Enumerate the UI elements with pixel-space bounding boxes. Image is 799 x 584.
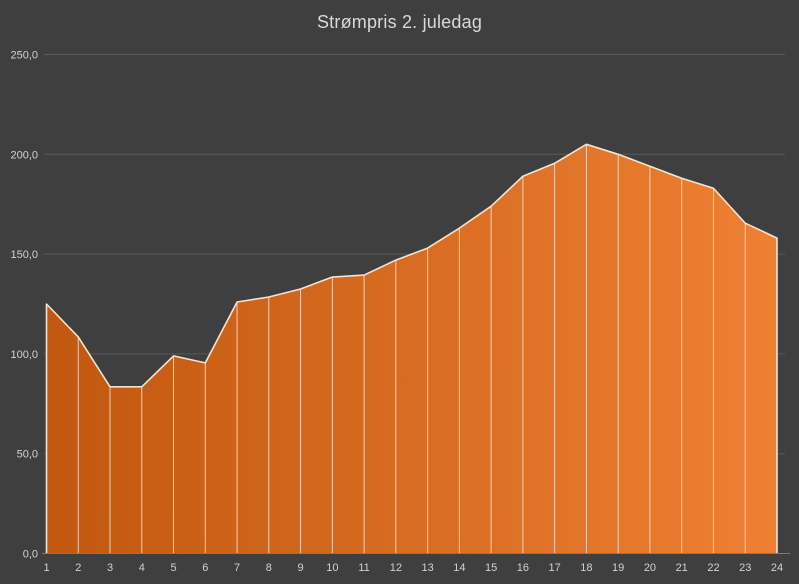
x-tick-label-11: 11 [358, 562, 369, 574]
y-tick-label-2: 100,0 [10, 349, 38, 361]
y-tick-label-5: 250,0 [10, 50, 38, 62]
x-tick-label-15: 15 [485, 562, 497, 574]
x-tick-label-18: 18 [580, 562, 592, 574]
y-tick-label-0: 0,0 [23, 549, 38, 561]
x-tick-label-1: 1 [43, 562, 49, 574]
x-tick-label-10: 10 [326, 562, 338, 574]
x-tick-label-6: 6 [202, 562, 208, 574]
area-series-outline [45, 143, 778, 554]
y-tick-label-4: 200,0 [10, 149, 38, 161]
y-tick-label-3: 150,0 [10, 249, 38, 261]
y-tick-label-1: 50,0 [17, 449, 38, 461]
x-tick-label-5: 5 [170, 562, 176, 574]
x-tick-label-14: 14 [453, 562, 465, 574]
x-tick-label-8: 8 [266, 562, 272, 574]
x-tick-label-21: 21 [676, 562, 688, 574]
x-tick-label-9: 9 [298, 562, 304, 574]
x-tick-label-13: 13 [421, 562, 433, 574]
x-tick-label-24: 24 [771, 562, 783, 574]
chart-title: Strømpris 2. juledag [316, 12, 483, 32]
x-tick-label-7: 7 [234, 562, 240, 574]
x-tick-label-22: 22 [707, 562, 719, 574]
x-tick-label-4: 4 [139, 562, 145, 574]
x-tick-label-16: 16 [517, 562, 529, 574]
x-tick-label-20: 20 [644, 562, 656, 574]
x-tick-label-23: 23 [739, 562, 751, 574]
x-tick-label-12: 12 [390, 562, 402, 574]
x-tick-label-17: 17 [549, 562, 561, 574]
x-tick-label-3: 3 [107, 562, 113, 574]
area-series-fill [46, 144, 777, 554]
x-tick-label-2: 2 [75, 562, 81, 574]
x-tick-label-19: 19 [612, 562, 624, 574]
